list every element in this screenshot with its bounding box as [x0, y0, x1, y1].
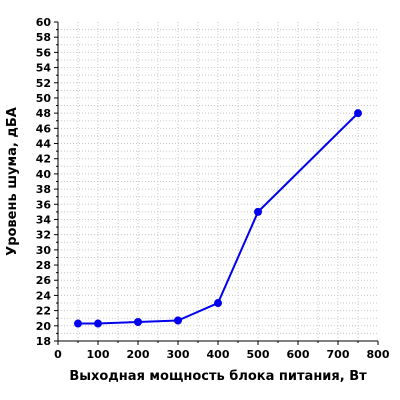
y-tick-label: 20	[36, 320, 52, 333]
x-tick-label: 0	[54, 348, 62, 361]
y-tick-label: 36	[36, 198, 52, 211]
y-tick-label: 48	[36, 107, 51, 120]
x-tick-label: 800	[367, 348, 390, 361]
y-tick-label: 28	[36, 259, 51, 272]
y-tick-label: 34	[36, 213, 52, 226]
y-tick-label: 26	[36, 274, 52, 287]
data-point	[354, 109, 362, 118]
y-tick-label: 50	[36, 92, 52, 105]
x-axis-label: Выходная мощность блока питания, Вт	[69, 369, 367, 384]
y-tick-label: 18	[36, 335, 51, 348]
y-tick-label: 38	[36, 183, 51, 196]
x-tick-label: 300	[167, 348, 190, 361]
x-tick-label: 500	[247, 348, 270, 361]
data-point	[214, 299, 222, 308]
data-point	[74, 319, 82, 328]
data-point	[174, 316, 182, 325]
data-point	[134, 318, 142, 327]
tick-labels: 0 100 200 300 400 500 600 700 800 18 20 22 24 26 28 30 3…	[36, 16, 390, 361]
grid	[58, 22, 378, 341]
series-line	[78, 112, 359, 325]
y-tick-label: 40	[36, 168, 52, 181]
y-tick-label: 58	[36, 31, 51, 44]
y-tick-label: 30	[36, 244, 52, 257]
y-tick-label: 22	[36, 305, 51, 318]
y-tick-label: 24	[36, 289, 52, 302]
x-tick-label: 200	[127, 348, 150, 361]
y-tick-label: 32	[36, 229, 51, 242]
y-tick-label: 60	[36, 16, 52, 29]
y-axis-label: Уровень шума, дБА	[5, 107, 20, 256]
y-tick-label: 56	[36, 46, 52, 59]
x-tick-label: 100	[87, 348, 110, 361]
data-point	[254, 207, 262, 216]
y-tick-label: 42	[36, 153, 51, 166]
y-tick-label: 54	[36, 62, 52, 75]
x-tick-label: 700	[327, 348, 350, 361]
axes	[54, 21, 379, 345]
series	[74, 109, 362, 328]
y-tick-label: 44	[36, 138, 52, 151]
data-point	[94, 319, 102, 328]
y-tick-label: 46	[36, 122, 52, 135]
y-tick-label: 52	[36, 77, 51, 90]
x-tick-label: 600	[287, 348, 310, 361]
x-tick-label: 400	[207, 348, 230, 361]
